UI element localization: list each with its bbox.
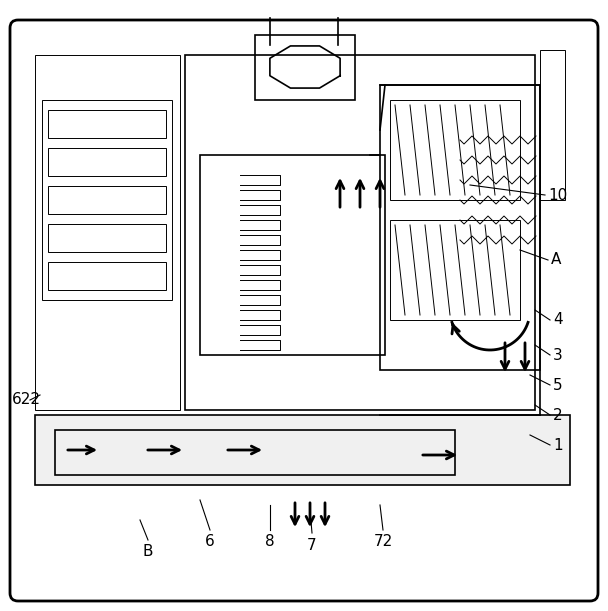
Bar — [48, 262, 166, 290]
Text: 7: 7 — [307, 538, 317, 552]
Text: 72: 72 — [373, 535, 393, 549]
Bar — [185, 55, 535, 410]
Bar — [390, 220, 520, 320]
Text: B: B — [143, 544, 153, 560]
Bar — [255, 35, 355, 100]
Bar — [48, 224, 166, 252]
FancyBboxPatch shape — [10, 20, 598, 601]
Bar — [200, 155, 385, 355]
Text: 5: 5 — [553, 378, 562, 392]
Bar — [35, 55, 180, 410]
Bar — [48, 110, 166, 138]
Text: 2: 2 — [553, 408, 562, 422]
Bar — [48, 148, 166, 176]
Text: 6: 6 — [205, 535, 215, 549]
Bar — [48, 186, 166, 214]
Text: 8: 8 — [265, 535, 275, 549]
Text: 622: 622 — [12, 392, 41, 408]
Text: 1: 1 — [553, 437, 562, 453]
Bar — [55, 430, 455, 475]
Bar — [390, 100, 520, 200]
Bar — [35, 415, 570, 485]
Bar — [540, 50, 565, 200]
Text: 4: 4 — [553, 312, 562, 327]
Bar — [380, 85, 540, 370]
Text: 3: 3 — [553, 348, 563, 362]
Bar — [42, 100, 172, 300]
Text: 10: 10 — [548, 188, 567, 202]
Text: A: A — [551, 252, 561, 268]
